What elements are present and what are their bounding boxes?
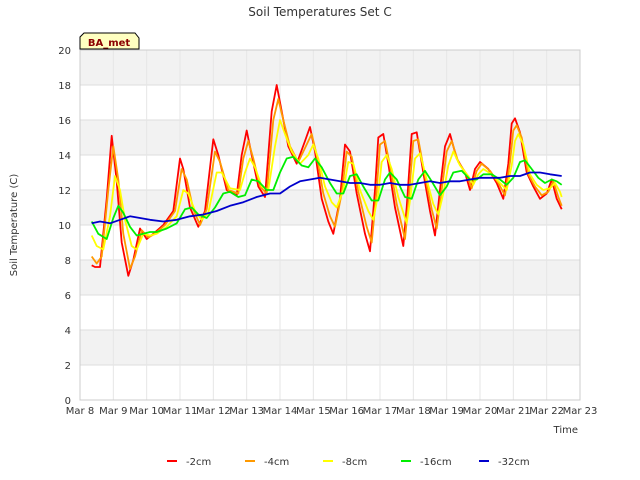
x-tick-label: Mar 11	[163, 406, 198, 417]
legend-label: -2cm	[186, 457, 211, 468]
series-group	[90, 84, 563, 277]
badge-text: BA_met	[88, 38, 131, 49]
legend-label: -4cm	[264, 457, 289, 468]
grid-band	[80, 330, 580, 365]
series-line-32cmcm	[91, 171, 562, 225]
x-tick-label: Mar 10	[129, 406, 164, 417]
legend-label: -8cm	[342, 457, 367, 468]
x-tick-label: Mar 22	[529, 406, 564, 417]
x-tick-label: Mar 19	[429, 406, 464, 417]
legend-label: -16cm	[420, 457, 452, 468]
x-tick-label: Mar 16	[329, 406, 364, 417]
grid-bands	[80, 50, 580, 365]
x-tick-label: Mar 9	[99, 406, 127, 417]
y-tick-label: 8	[65, 256, 71, 267]
y-tick-label: 4	[65, 326, 71, 337]
legend-label: -32cm	[498, 457, 530, 468]
grid-band	[80, 120, 580, 155]
y-tick-label: 2	[65, 361, 71, 372]
x-tick-label: Mar 13	[229, 406, 264, 417]
x-tick-label: Mar 15	[296, 406, 331, 417]
x-tick-label: Mar 8	[66, 406, 94, 417]
x-tick-label: Mar 18	[396, 406, 431, 417]
y-axis-ticks: 0 2 4 6 8 10 12 14 16 18 20	[58, 46, 71, 407]
x-tick-label: Mar 20	[463, 406, 498, 417]
grid-band	[80, 260, 580, 295]
legend: -2cm -4cm -8cm -16cm -32cm	[167, 457, 530, 468]
y-tick-label: 18	[58, 81, 71, 92]
y-tick-label: 14	[58, 151, 71, 162]
plot-area-frame	[79, 49, 581, 401]
x-tick-label: Mar 12	[196, 406, 231, 417]
y-tick-label: 6	[65, 291, 71, 302]
chart-title: Soil Temperatures Set C	[248, 5, 391, 19]
x-axis-label: Time	[553, 425, 578, 436]
y-tick-label: 20	[58, 46, 71, 57]
y-tick-label: 0	[65, 396, 71, 407]
x-tick-label: Mar 23	[563, 406, 598, 417]
x-tick-label: Mar 21	[496, 406, 531, 417]
grid-band	[80, 190, 580, 225]
series-line-16cmcm	[90, 155, 563, 240]
y-tick-label: 12	[58, 186, 71, 197]
x-tick-label: Mar 17	[363, 406, 398, 417]
grid-band	[80, 50, 580, 85]
y-tick-label: 10	[58, 221, 71, 232]
x-tick-label: Mar 14	[263, 406, 298, 417]
site-badge: BA_met	[79, 32, 140, 50]
badge-box	[79, 32, 140, 50]
y-axis-label: Soil Temperature (C)	[9, 174, 20, 277]
y-tick-label: 16	[58, 116, 71, 127]
